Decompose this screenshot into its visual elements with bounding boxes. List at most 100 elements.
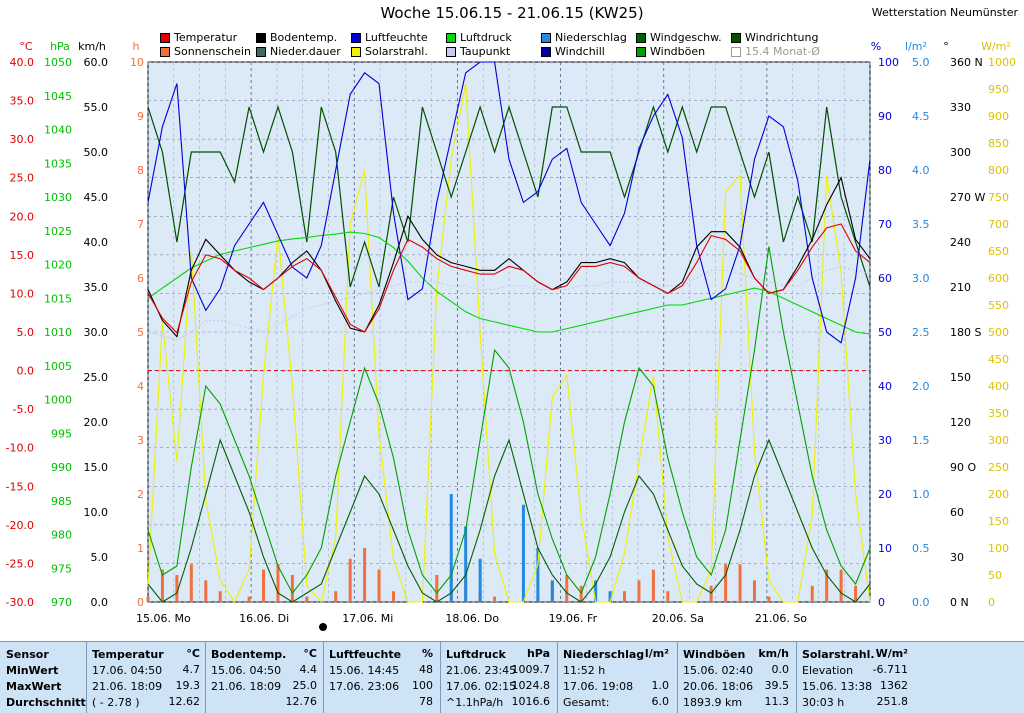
stats-col-bodentemp: Bodentemp. °C 15.06. 04:50 4.4 21.06. 18…: [211, 642, 319, 713]
legend-item-windchill[interactable]: Windchill: [541, 45, 605, 58]
legend-item-niederschlag[interactable]: Niederschlag: [541, 31, 627, 44]
stats-when: Gesamt:: [563, 696, 610, 709]
stats-value: 1024.8: [511, 679, 551, 692]
axis-tick-wind: 20.0: [84, 416, 109, 429]
legend-item-monat-mittel[interactable]: 15.4 Monat-Ø: [731, 45, 820, 58]
axis-tick-temperature: -10.0: [6, 442, 34, 455]
bar-sonnenschein: [218, 591, 222, 602]
axis-tick-wind: 50.0: [84, 146, 109, 159]
axis-tick-humidity: 20: [878, 488, 892, 501]
stats-when: ( - 2.78 ): [92, 696, 140, 709]
series-line-windben: [147, 246, 871, 595]
legend-label: Windgeschw.: [650, 31, 722, 44]
axis-tick-solar: 750: [988, 191, 1009, 204]
legend-swatch: [636, 32, 646, 43]
stats-when: 15.06. 14:45: [329, 664, 400, 677]
stats-value: 6.0: [651, 695, 670, 708]
axis-tick-pressure: 1000: [44, 394, 72, 407]
axis-tick-precipitation: 1.5: [912, 434, 930, 447]
stats-title: Luftdruck: [446, 648, 506, 661]
stats-rowlabel: MinWert: [6, 664, 59, 677]
axis-tick-wind: 35.0: [84, 281, 109, 294]
bar-niederschlag: [608, 591, 612, 602]
stats-unit: hPa: [526, 647, 550, 660]
x-tick-label: 18.06. Do: [445, 612, 499, 625]
legend-item-windrichtung[interactable]: Windrichtung: [731, 31, 818, 44]
stats-col-luftdruck: Luftdruck hPa 21.06. 23:45 1009.7 17.06.…: [446, 642, 552, 713]
axis-tick-wind: 10.0: [84, 506, 109, 519]
axis-tick-wind: 5.0: [91, 551, 109, 564]
bar-niederschlag: [594, 580, 598, 602]
axis-tick-humidity: 60: [878, 272, 892, 285]
axis-tick-solar: 0: [988, 596, 995, 609]
axis-tick-sunshine: 3: [137, 434, 144, 447]
bar-sonnenschein: [738, 564, 742, 602]
stats-col-windboeen: Windböen km/h 15.06. 02:40 0.0 20.06. 18…: [683, 642, 791, 713]
legend-item-bodentemp[interactable]: Bodentemp.: [256, 31, 337, 44]
stats-value: -6.711: [872, 663, 908, 676]
axis-tick-wind_direction: 270 W: [950, 191, 985, 204]
axis-tick-wind_direction: 120: [950, 416, 971, 429]
axis-tick-wind_direction: 240: [950, 236, 971, 249]
legend-item-taupunkt[interactable]: Taupunkt: [446, 45, 510, 58]
axis-tick-solar: 1000: [988, 56, 1016, 69]
stats-title: Luftfeuchte: [329, 648, 402, 661]
axis-tick-sunshine: 10: [130, 56, 144, 69]
series-line-luftfeuchte: [147, 61, 871, 344]
x-tick-label: 15.06. Mo: [136, 612, 191, 625]
station-name: Wetterstation Neumünster: [871, 6, 1018, 19]
weather-chart: °C40.035.030.025.020.015.010.05.00.0-5.0…: [5, 40, 1016, 625]
bar-sonnenschein: [752, 580, 756, 602]
stats-panel: Sensor MinWert MaxWert Durchschnitt Temp…: [0, 641, 1024, 713]
legend-item-sonnenschein[interactable]: Sonnenschein: [160, 45, 251, 58]
stats-when: 17.06. 04:50: [92, 664, 163, 677]
stats-unit: %: [421, 647, 433, 660]
stats-value: 1009.7: [511, 663, 551, 676]
axis-tick-wind_direction: 210: [950, 281, 971, 294]
axis-tick-precipitation: 4.0: [912, 164, 930, 177]
stats-col-luftfeuchte: Luftfeuchte % 15.06. 14:45 48 17.06. 23:…: [329, 642, 435, 713]
axis-tick-humidity: 30: [878, 434, 892, 447]
axis-tick-pressure: 1015: [44, 292, 72, 305]
axis-tick-solar: 550: [988, 299, 1009, 312]
legend-item-niederdauer[interactable]: Nieder.dauer: [256, 45, 341, 58]
axis-tick-temperature: 0.0: [17, 365, 35, 378]
axis-tick-pressure: 1010: [44, 326, 72, 339]
legend-item-luftdruck[interactable]: Luftdruck: [446, 31, 512, 44]
legend-label: Nieder.dauer: [270, 45, 341, 58]
axis-tick-temperature: 20.0: [10, 210, 35, 223]
axis-tick-humidity: 80: [878, 164, 892, 177]
axis-tick-pressure: 995: [51, 427, 72, 440]
axis-tick-pressure: 1030: [44, 191, 72, 204]
stats-col-sensor: Sensor MinWert MaxWert Durchschnitt: [6, 642, 86, 713]
stats-separator: [677, 642, 678, 713]
legend-item-windgeschw[interactable]: Windgeschw.: [636, 31, 722, 44]
axis-tick-precipitation: 5.0: [912, 56, 930, 69]
axis-tick-temperature: -25.0: [6, 557, 34, 570]
stats-when: 30:03 h: [802, 696, 845, 709]
axis-tick-wind: 30.0: [84, 326, 109, 339]
legend-item-solarstrahl[interactable]: Solarstrahl.: [351, 45, 428, 58]
axis-tick-wind_direction: 360 N: [950, 56, 983, 69]
bar-sonnenschein: [637, 580, 641, 602]
series-line-temperatur: [147, 223, 871, 334]
legend-item-luftfeuchte[interactable]: Luftfeuchte: [351, 31, 428, 44]
axis-tick-wind_direction: 180 S: [950, 326, 981, 339]
stats-value: 25.0: [292, 679, 318, 692]
stats-value: 11.3: [764, 695, 790, 708]
axis-tick-temperature: 15.0: [10, 249, 35, 262]
axis-tick-sunshine: 7: [137, 218, 144, 231]
legend-item-temperatur[interactable]: Temperatur: [160, 31, 237, 44]
legend-label: Windrichtung: [745, 31, 819, 44]
bar-sonnenschein: [334, 591, 338, 602]
stats-value: 4.7: [182, 663, 201, 676]
time-marker-icon[interactable]: [318, 622, 328, 632]
bar-niederschlag: [536, 548, 540, 602]
legend-item-windboeen[interactable]: Windböen: [636, 45, 705, 58]
axis-tick-sunshine: 6: [137, 272, 144, 285]
x-tick-label: 17.06. Mi: [342, 612, 393, 625]
axis-tick-pressure: 975: [51, 562, 72, 575]
bar-sonnenschein: [363, 548, 367, 602]
x-tick-label: 20.06. Sa: [652, 612, 704, 625]
bar-sonnenschein: [262, 569, 266, 602]
